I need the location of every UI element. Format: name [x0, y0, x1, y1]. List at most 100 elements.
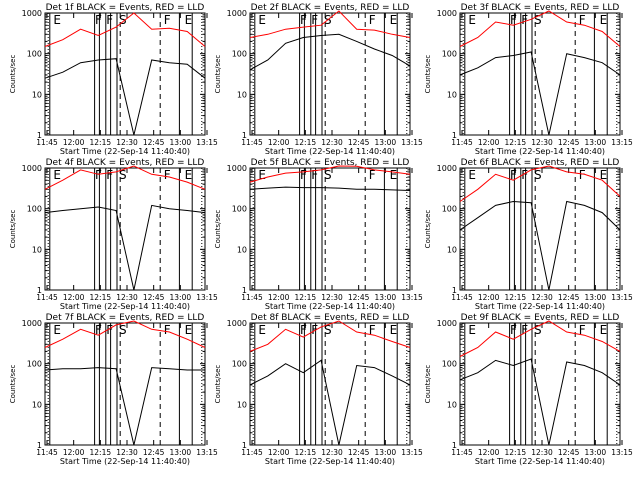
x-tick-label: 12:00: [478, 448, 500, 457]
lld-series-line: [44, 320, 206, 348]
x-tick-label: 12:15: [505, 293, 527, 302]
x-axis-label: Start Time (22-Sep-14 11:40:40): [60, 302, 190, 311]
plot-frame: [459, 12, 621, 136]
x-tick-label: 13:15: [196, 448, 218, 457]
interval-letter: F: [510, 168, 517, 182]
lld-series-line: [459, 10, 621, 47]
y-axis-label: Counts/sec: [214, 210, 222, 249]
plot-frame: [459, 167, 621, 291]
interval-letter: F: [521, 168, 528, 182]
x-tick-label: 12:15: [90, 293, 112, 302]
y-axis-label: Counts/sec: [9, 55, 17, 94]
y-tick-label: 1: [242, 286, 247, 295]
interval-letter: E: [258, 13, 266, 27]
x-tick-label: 12:00: [268, 293, 290, 302]
y-tick-label: 1: [452, 131, 457, 140]
detector-panel-2: Det 2f BLACK = Events, RED = LLD 1 10 100 10…: [214, 3, 423, 156]
y-tick-label: 1000: [437, 9, 457, 18]
interval-letter: F: [106, 323, 113, 337]
interval-letter: F: [510, 13, 517, 27]
x-tick-label: 12:30: [531, 293, 553, 302]
y-axis-label: Counts/sec: [424, 365, 432, 404]
plot-frame: [249, 167, 411, 291]
events-series-line: [44, 204, 206, 291]
x-tick-label: 12:15: [90, 138, 112, 147]
y-tick-label: 100: [232, 205, 247, 214]
y-tick-label: 10: [237, 245, 247, 254]
x-tick-label: 12:45: [558, 448, 580, 457]
interval-letter: E: [53, 13, 61, 27]
y-tick-label: 1: [37, 286, 42, 295]
events-series-line: [44, 58, 206, 136]
x-tick-label: 13:15: [196, 138, 218, 147]
interval-letter: E: [468, 323, 476, 337]
x-axis-label: Start Time (22-Sep-14 11:40:40): [60, 147, 190, 156]
y-tick-label: 100: [232, 50, 247, 59]
x-tick-label: 11:45: [241, 448, 263, 457]
interval-letter: E: [53, 323, 61, 337]
x-tick-label: 11:45: [451, 293, 473, 302]
y-tick-label: 1000: [22, 164, 42, 173]
x-axis-label: Start Time (22-Sep-14 11:40:40): [265, 302, 395, 311]
plot-frame: [459, 322, 621, 446]
y-axis-label: Counts/sec: [214, 365, 222, 404]
interval-letter: F: [95, 323, 102, 337]
y-tick-label: 1: [37, 441, 42, 450]
y-axis-label: Counts/sec: [424, 210, 432, 249]
y-tick-label: 10: [447, 245, 457, 254]
chart-title: Det 7f BLACK = Events, RED = LLD: [46, 313, 205, 323]
interval-letter: F: [106, 13, 113, 27]
y-tick-label: 100: [27, 205, 42, 214]
chart-title: Det 3f BLACK = Events, RED = LLD: [461, 3, 620, 13]
x-tick-label: 13:00: [170, 448, 192, 457]
detector-panel-3: Det 3f BLACK = Events, RED = LLD 1 10 100 10…: [424, 3, 633, 156]
plot-frame: [249, 322, 411, 446]
x-tick-label: 12:15: [505, 448, 527, 457]
y-tick-label: 10: [237, 90, 247, 99]
x-tick-label: 12:00: [63, 138, 85, 147]
x-tick-label: 13:00: [170, 293, 192, 302]
interval-letter: F: [311, 168, 318, 182]
x-tick-label: 11:45: [451, 138, 473, 147]
x-tick-label: 13:00: [585, 293, 607, 302]
interval-letter: E: [390, 168, 398, 182]
interval-letter: S: [534, 13, 542, 27]
interval-letter: E: [468, 168, 476, 182]
interval-letter: S: [324, 323, 332, 337]
x-tick-label: 11:45: [451, 448, 473, 457]
chart-title: Det 8f BLACK = Events, RED = LLD: [251, 313, 410, 323]
x-axis-label: Start Time (22-Sep-14 11:40:40): [475, 302, 605, 311]
interval-letter: F: [521, 323, 528, 337]
y-tick-label: 10: [447, 400, 457, 409]
lld-series-line: [44, 165, 206, 190]
x-tick-label: 13:15: [611, 448, 633, 457]
interval-letter: F: [164, 13, 171, 27]
chart-title: Det 2f BLACK = Events, RED = LLD: [251, 3, 410, 13]
interval-letter: E: [390, 323, 398, 337]
x-tick-label: 12:00: [478, 293, 500, 302]
x-tick-label: 13:00: [585, 138, 607, 147]
x-tick-label: 11:45: [36, 138, 58, 147]
y-axis-label: Counts/sec: [9, 210, 17, 249]
lld-series-line: [249, 10, 411, 38]
y-tick-label: 100: [442, 205, 457, 214]
interval-letter: S: [119, 168, 127, 182]
interval-letter: E: [258, 323, 266, 337]
y-tick-label: 10: [447, 90, 457, 99]
x-tick-label: 12:15: [90, 448, 112, 457]
x-tick-label: 11:45: [241, 293, 263, 302]
x-tick-label: 11:45: [36, 293, 58, 302]
interval-letter: F: [521, 13, 528, 27]
detector-panel-1: Det 1f BLACK = Events, RED = LLD 1 10 100 10…: [9, 3, 218, 156]
detector-panel-7: Det 7f BLACK = Events, RED = LLD 1 10 100 10…: [9, 313, 218, 466]
x-tick-label: 12:30: [321, 138, 343, 147]
y-tick-label: 100: [27, 360, 42, 369]
x-tick-label: 12:30: [116, 448, 138, 457]
x-tick-label: 12:45: [558, 138, 580, 147]
x-tick-label: 13:00: [375, 293, 397, 302]
x-tick-label: 12:45: [348, 138, 370, 147]
x-tick-label: 11:45: [241, 138, 263, 147]
y-tick-label: 1: [37, 131, 42, 140]
interval-letter: F: [369, 323, 376, 337]
